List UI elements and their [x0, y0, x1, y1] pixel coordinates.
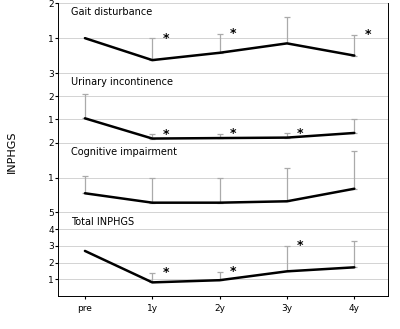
Text: *: *	[162, 128, 169, 141]
Text: Gait disturbance: Gait disturbance	[71, 8, 152, 17]
Text: *: *	[297, 240, 304, 252]
Text: *: *	[364, 28, 371, 41]
Text: *: *	[162, 32, 169, 45]
Text: *: *	[230, 127, 236, 140]
Text: Cognitive impairment: Cognitive impairment	[71, 147, 177, 157]
Text: *: *	[230, 265, 236, 278]
Text: INPHGS: INPHGS	[7, 130, 17, 173]
Text: *: *	[162, 266, 169, 279]
Text: *: *	[297, 127, 304, 140]
Text: *: *	[230, 27, 236, 40]
Text: Urinary incontinence: Urinary incontinence	[71, 77, 173, 87]
Text: Total INPHGS: Total INPHGS	[71, 217, 134, 227]
